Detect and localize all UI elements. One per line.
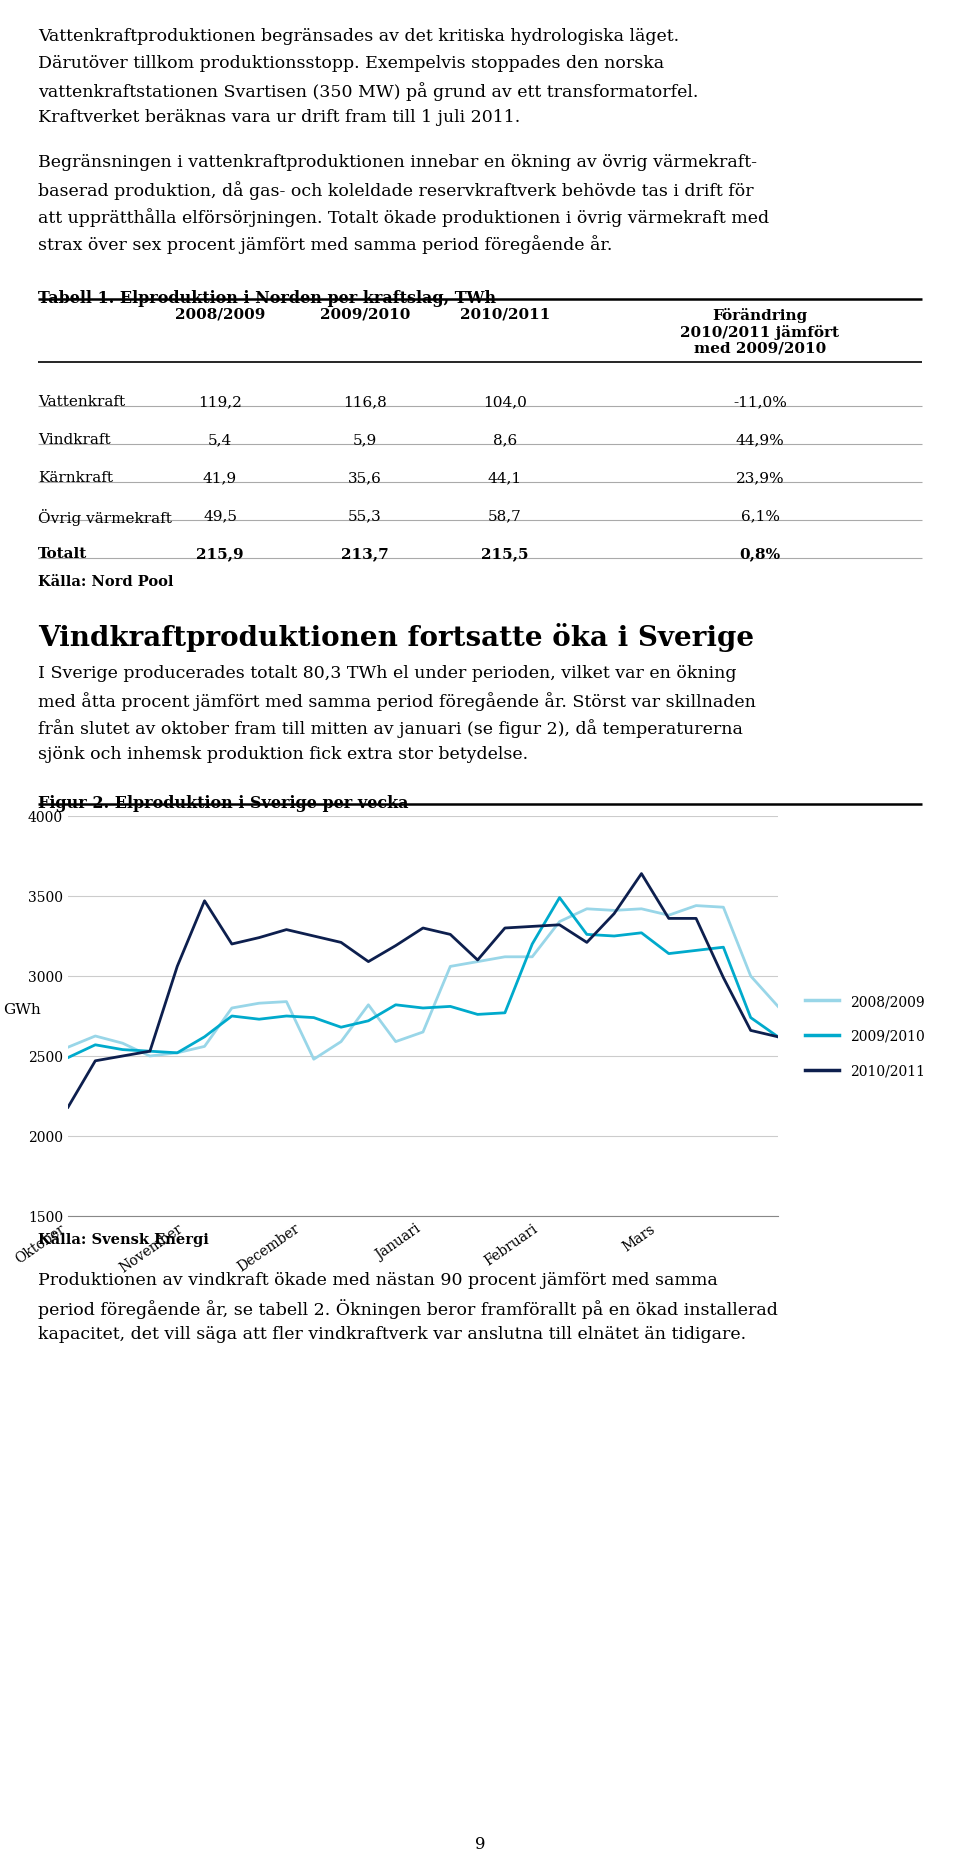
Text: från slutet av oktober fram till mitten av januari (se figur 2), då temperaturer: från slutet av oktober fram till mitten … bbox=[38, 718, 743, 738]
Text: 119,2: 119,2 bbox=[198, 395, 242, 408]
Text: 5,4: 5,4 bbox=[208, 432, 232, 447]
Text: 2010/2011: 2010/2011 bbox=[460, 308, 550, 321]
Text: 49,5: 49,5 bbox=[203, 508, 237, 523]
Text: Kraftverket beräknas vara ur drift fram till 1 juli 2011.: Kraftverket beräknas vara ur drift fram … bbox=[38, 109, 520, 126]
Text: med åtta procent jämfört med samma period föregående år. Störst var skillnaden: med åtta procent jämfört med samma perio… bbox=[38, 692, 756, 710]
Text: Vindkraft: Vindkraft bbox=[38, 432, 110, 447]
Text: 6,1%: 6,1% bbox=[740, 508, 780, 523]
Text: 41,9: 41,9 bbox=[203, 471, 237, 484]
Text: 213,7: 213,7 bbox=[341, 547, 389, 560]
Text: period föregående år, se tabell 2. Ökningen beror framförallt på en ökad install: period föregående år, se tabell 2. Öknin… bbox=[38, 1298, 778, 1319]
Text: 215,9: 215,9 bbox=[196, 547, 244, 560]
Text: Kärnkraft: Kärnkraft bbox=[38, 471, 113, 484]
Text: -11,0%: -11,0% bbox=[733, 395, 787, 408]
Text: Vindkraftproduktionen fortsatte öka i Sverige: Vindkraftproduktionen fortsatte öka i Sv… bbox=[38, 623, 755, 651]
Text: Vattenkraft: Vattenkraft bbox=[38, 395, 125, 408]
Text: 55,3: 55,3 bbox=[348, 508, 382, 523]
Text: Totalt: Totalt bbox=[38, 547, 87, 560]
Y-axis label: GWh: GWh bbox=[4, 1002, 41, 1017]
Text: 2009/2010: 2009/2010 bbox=[320, 308, 410, 321]
Text: med 2009/2010: med 2009/2010 bbox=[694, 341, 827, 356]
Text: I Sverige producerades totalt 80,3 TWh el under perioden, vilket var en ökning: I Sverige producerades totalt 80,3 TWh e… bbox=[38, 664, 736, 681]
Text: 8,6: 8,6 bbox=[492, 432, 517, 447]
Text: 2008/2009: 2008/2009 bbox=[175, 308, 265, 321]
Text: Därutöver tillkom produktionsstopp. Exempelvis stoppades den norska: Därutöver tillkom produktionsstopp. Exem… bbox=[38, 56, 664, 72]
Text: strax över sex procent jämfört med samma period föregående år.: strax över sex procent jämfört med samma… bbox=[38, 236, 612, 254]
Text: Produktionen av vindkraft ökade med nästan 90 procent jämfört med samma: Produktionen av vindkraft ökade med näst… bbox=[38, 1271, 718, 1289]
Text: 44,9%: 44,9% bbox=[735, 432, 784, 447]
Text: 9: 9 bbox=[475, 1835, 485, 1851]
Legend: 2008/2009, 2009/2010, 2010/2011: 2008/2009, 2009/2010, 2010/2011 bbox=[799, 989, 931, 1083]
Text: 116,8: 116,8 bbox=[343, 395, 387, 408]
Text: kapacitet, det vill säga att fler vindkraftverk var anslutna till elnätet än tid: kapacitet, det vill säga att fler vindkr… bbox=[38, 1324, 746, 1343]
Text: 0,8%: 0,8% bbox=[739, 547, 780, 560]
Text: Begränsningen i vattenkraftproduktionen innebar en ökning av övrig värmekraft-: Begränsningen i vattenkraftproduktionen … bbox=[38, 154, 757, 171]
Text: 215,5: 215,5 bbox=[481, 547, 529, 560]
Text: Källa: Svensk Energi: Källa: Svensk Energi bbox=[38, 1232, 209, 1247]
Text: sjönk och inhemsk produktion fick extra stor betydelse.: sjönk och inhemsk produktion fick extra … bbox=[38, 746, 528, 762]
Text: 104,0: 104,0 bbox=[483, 395, 527, 408]
Text: 2010/2011 jämfört: 2010/2011 jämfört bbox=[681, 325, 839, 339]
Text: Tabell 1. Elproduktion i Norden per kraftslag, TWh: Tabell 1. Elproduktion i Norden per kraf… bbox=[38, 289, 496, 306]
Text: att upprätthålla elförsörjningen. Totalt ökade produktionen i övrig värmekraft m: att upprätthålla elförsörjningen. Totalt… bbox=[38, 208, 769, 226]
Text: 5,9: 5,9 bbox=[353, 432, 377, 447]
Text: 58,7: 58,7 bbox=[488, 508, 522, 523]
Text: Källa: Nord Pool: Källa: Nord Pool bbox=[38, 575, 174, 588]
Text: Figur 2. Elproduktion i Sverige per vecka: Figur 2. Elproduktion i Sverige per veck… bbox=[38, 794, 409, 812]
Text: 35,6: 35,6 bbox=[348, 471, 382, 484]
Text: Vattenkraftproduktionen begränsades av det kritiska hydrologiska läget.: Vattenkraftproduktionen begränsades av d… bbox=[38, 28, 679, 45]
Text: Förändring: Förändring bbox=[712, 308, 807, 323]
Text: vattenkraftstationen Svartisen (350 MW) på grund av ett transformatorfel.: vattenkraftstationen Svartisen (350 MW) … bbox=[38, 82, 698, 100]
Text: Övrig värmekraft: Övrig värmekraft bbox=[38, 508, 172, 525]
Text: baserad produktion, då gas- och koleldade reservkraftverk behövde tas i drift fö: baserad produktion, då gas- och koleldad… bbox=[38, 182, 754, 200]
Text: 44,1: 44,1 bbox=[488, 471, 522, 484]
Text: 23,9%: 23,9% bbox=[735, 471, 784, 484]
